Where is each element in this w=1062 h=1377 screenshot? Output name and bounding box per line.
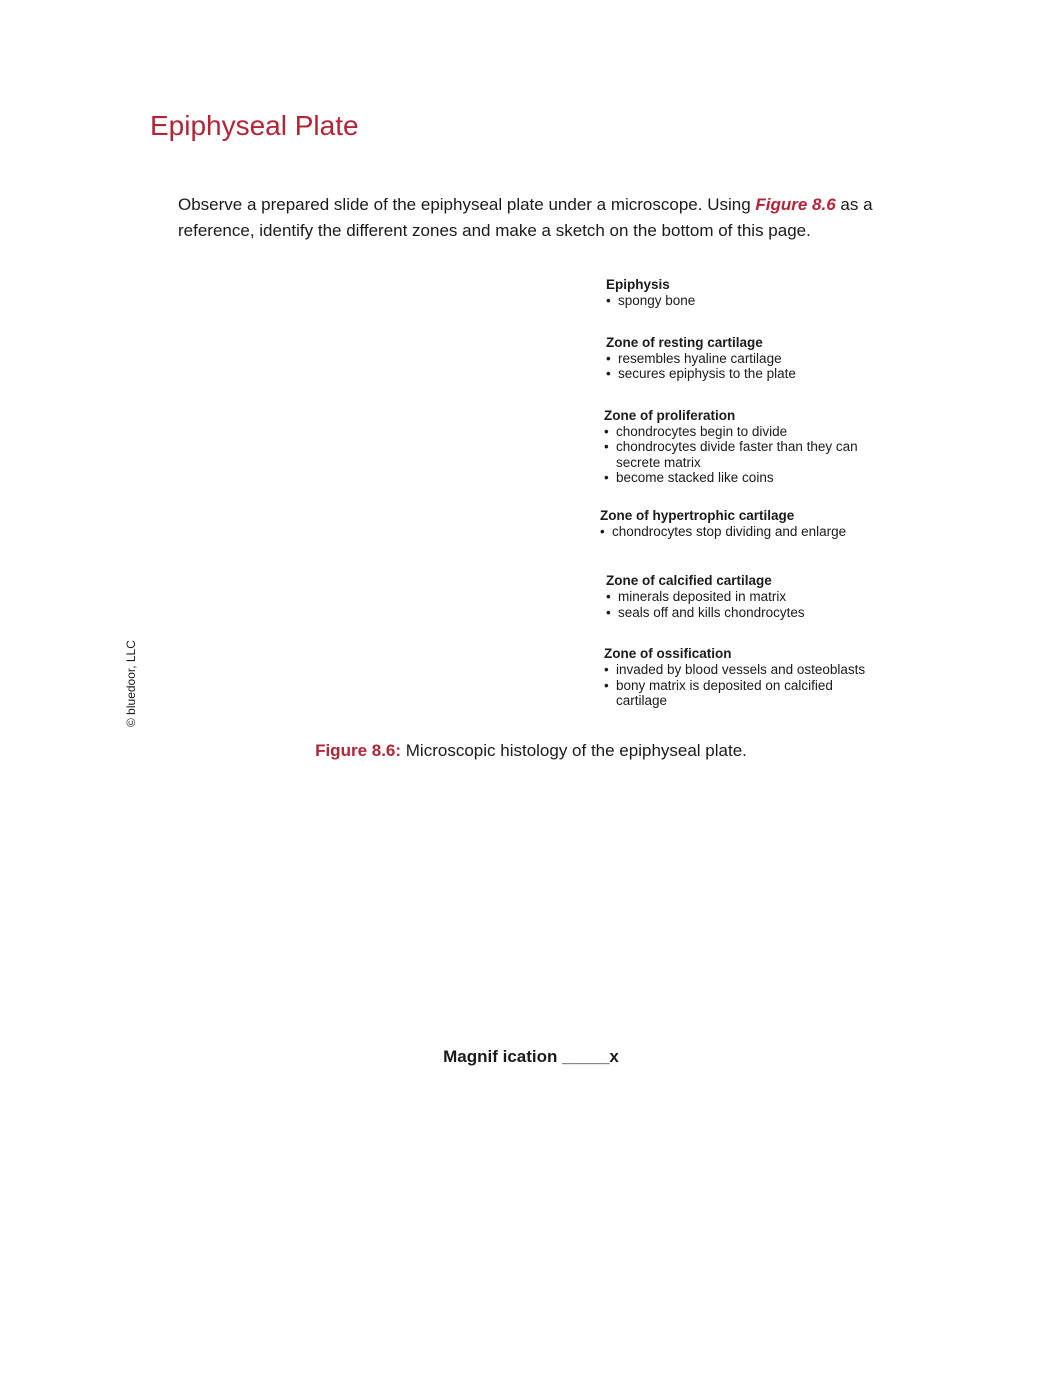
intro-text-1: Observe a prepared slide of the epiphyse… (178, 195, 755, 214)
zone-bullet-list: chondrocytes stop dividing and enlarge (600, 524, 886, 540)
zone-block: Zone of proliferationchondrocytes begin … (604, 408, 886, 486)
zone-bullet-list: minerals deposited in matrixseals off an… (606, 589, 886, 620)
zone-bullet: chondrocytes stop dividing and enlarge (600, 524, 886, 540)
zone-labels-column: Epiphysisspongy bone Zone of resting cart… (606, 277, 886, 735)
magnification-label: Magnif ication _____x (0, 1047, 1062, 1067)
zone-title: Zone of ossification (604, 646, 886, 661)
intro-paragraph: Observe a prepared slide of the epiphyse… (178, 192, 912, 243)
zone-bullet: invaded by blood vessels and osteoblasts (604, 662, 886, 678)
zone-title: Zone of hypertrophic cartilage (600, 508, 886, 523)
figure-caption-text: Microscopic histology of the epiphyseal … (401, 741, 747, 760)
zone-bullet: minerals deposited in matrix (606, 589, 886, 605)
zone-title: Zone of calcified cartilage (606, 573, 886, 588)
zone-title: Epiphysis (606, 277, 886, 292)
zone-bullet: chondrocytes begin to divide (604, 424, 886, 440)
zone-bullet-list: invaded by blood vessels and osteoblasts… (604, 662, 886, 709)
zone-block: Epiphysisspongy bone (606, 277, 886, 309)
figure-reference: Figure 8.6 (755, 195, 835, 214)
zone-bullet: spongy bone (606, 293, 886, 309)
zone-bullet: seals off and kills chondrocytes (606, 605, 886, 621)
zone-bullet: bony matrix is deposited on calcified ca… (604, 678, 886, 709)
page-title: Epiphyseal Plate (150, 110, 912, 142)
zone-bullet-list: chondrocytes begin to dividechondrocytes… (604, 424, 886, 486)
page-container: Epiphyseal Plate Observe a prepared slid… (0, 0, 1062, 1377)
zone-bullet: become stacked like coins (604, 470, 886, 486)
zone-block: Zone of ossificationinvaded by blood ves… (604, 646, 886, 709)
figure-caption: Figure 8.6: Microscopic histology of the… (150, 741, 912, 761)
figure-caption-label: Figure 8.6: (315, 741, 401, 760)
zone-bullet: secures epiphysis to the plate (606, 366, 886, 382)
zone-bullet-list: resembles hyaline cartilagesecures epiph… (606, 351, 886, 382)
copyright-text: © bluedoor, LLC (124, 640, 138, 727)
zone-bullet: chondrocytes divide faster than they can… (604, 439, 886, 470)
zone-title: Zone of resting cartilage (606, 335, 886, 350)
zone-bullet-list: spongy bone (606, 293, 886, 309)
zone-title: Zone of proliferation (604, 408, 886, 423)
zone-block: Zone of hypertrophic cartilagechondrocyt… (600, 508, 886, 540)
zone-bullet: resembles hyaline cartilage (606, 351, 886, 367)
zone-block: Zone of calcified cartilageminerals depo… (606, 573, 886, 620)
zone-block: Zone of resting cartilageresembles hyali… (606, 335, 886, 382)
figure-area: © bluedoor, LLC Epiphysisspongy boneZone… (178, 267, 912, 737)
